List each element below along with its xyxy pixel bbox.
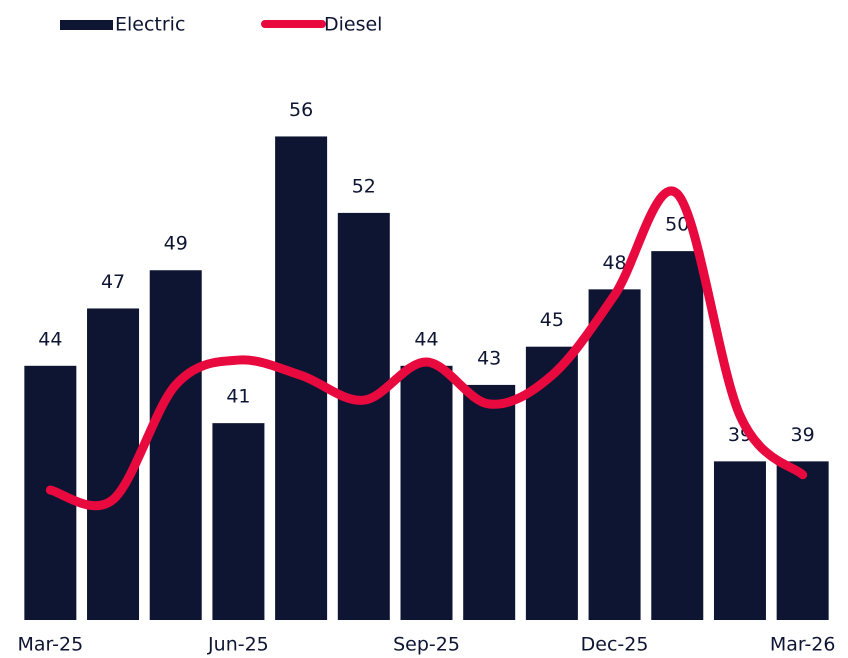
bar [713, 461, 766, 620]
value-label: 41 [226, 386, 250, 408]
bar [463, 384, 516, 620]
bar [400, 365, 453, 620]
value-label: 47 [101, 271, 125, 293]
bar [212, 423, 265, 620]
value-label: 49 [164, 233, 188, 255]
value-label: 44 [414, 328, 438, 350]
x-tick-label: Sep-25 [393, 634, 460, 656]
value-label: 50 [665, 214, 689, 236]
bar [337, 212, 390, 621]
legend-swatch [60, 20, 113, 30]
x-tick-label: Dec-25 [581, 634, 649, 656]
value-label: 43 [477, 347, 501, 369]
x-tick-label: Mar-25 [18, 634, 84, 656]
bar [588, 289, 641, 620]
value-label: 48 [602, 252, 626, 274]
legend-label: Electric [115, 14, 185, 36]
value-label: 44 [38, 328, 62, 350]
legend-label: Diesel [324, 14, 382, 36]
x-tick-label: Jun-25 [207, 634, 269, 656]
x-tick-label: Mar-26 [770, 634, 836, 656]
value-label: 45 [540, 309, 564, 331]
value-label: 39 [791, 424, 815, 446]
line [45, 186, 808, 511]
value-label: 56 [289, 99, 313, 121]
bar [776, 461, 829, 620]
bar [651, 251, 704, 620]
bar [149, 270, 202, 620]
value-label: 52 [352, 175, 376, 197]
